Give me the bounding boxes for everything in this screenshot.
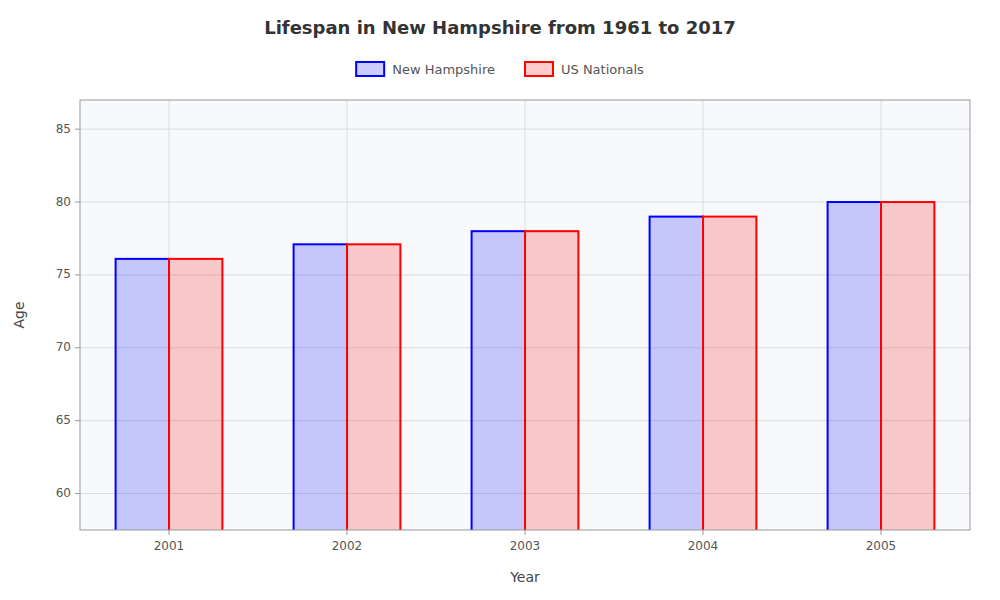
y-axis-label: Age [11,301,27,328]
legend-label: US Nationals [561,62,644,77]
y-tick-label: 70 [56,340,71,354]
x-tick-label: 2005 [866,539,897,553]
bar [650,217,703,530]
x-tick-label: 2002 [332,539,363,553]
legend-item: US Nationals [525,62,644,77]
x-tick-label: 2004 [688,539,719,553]
bars [116,202,935,530]
x-tick [169,530,170,535]
legend-swatch [525,62,553,76]
x-tick [525,530,526,535]
bar [347,244,400,530]
x-tick-label: 2001 [154,539,185,553]
y-tick [75,420,80,421]
bar [116,259,169,530]
y-tick-label: 85 [56,122,71,136]
chart-container: 60 65 70 75 80 85 2001 2002 2003 2004 2005 Year Age L… [0,0,1000,600]
x-tick-label: 2003 [510,539,541,553]
chart-svg: 60 65 70 75 80 85 2001 2002 2003 2004 2005 Year Age L… [0,0,1000,600]
bar [472,231,525,530]
y-tick-label: 80 [56,195,71,209]
legend-swatch [356,62,384,76]
bar [525,231,578,530]
plot-frame [80,100,970,530]
bar [881,202,934,530]
y-tick-label: 75 [56,267,71,281]
legend: New Hampshire US Nationals [356,62,644,77]
bar [828,202,881,530]
y-tick [75,202,80,203]
x-tick [881,530,882,535]
y-tick [75,347,80,348]
y-tick [75,274,80,275]
x-axis-label: Year [509,569,540,585]
legend-label: New Hampshire [392,62,495,77]
bar [703,217,756,530]
bar [294,244,347,530]
y-tick [75,129,80,130]
axes: 60 65 70 75 80 85 2001 2002 2003 2004 2005 [56,122,897,553]
y-tick-label: 65 [56,413,71,427]
x-tick [347,530,348,535]
bar [169,259,222,530]
y-tick-label: 60 [56,486,71,500]
legend-item: New Hampshire [356,62,495,77]
title: Lifespan in New Hampshire from 1961 to 2… [264,17,736,38]
x-tick [703,530,704,535]
y-tick [75,493,80,494]
